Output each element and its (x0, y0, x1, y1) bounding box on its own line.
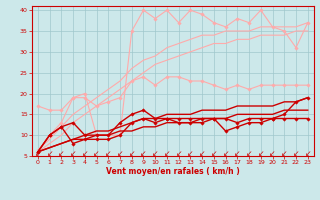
Text: ↙: ↙ (199, 149, 205, 158)
X-axis label: Vent moyen/en rafales ( km/h ): Vent moyen/en rafales ( km/h ) (106, 167, 240, 176)
Text: ↙: ↙ (105, 149, 111, 158)
Text: ↙: ↙ (46, 149, 53, 158)
Text: ↙: ↙ (152, 149, 158, 158)
Text: ↙: ↙ (175, 149, 182, 158)
Text: ↙: ↙ (258, 149, 264, 158)
Text: ↙: ↙ (129, 149, 135, 158)
Text: ↙: ↙ (140, 149, 147, 158)
Text: ↙: ↙ (211, 149, 217, 158)
Text: ↙: ↙ (58, 149, 65, 158)
Text: ↙: ↙ (305, 149, 311, 158)
Text: ↙: ↙ (222, 149, 229, 158)
Text: ↙: ↙ (35, 149, 41, 158)
Text: ↙: ↙ (281, 149, 287, 158)
Text: ↙: ↙ (117, 149, 123, 158)
Text: ↙: ↙ (93, 149, 100, 158)
Text: ↙: ↙ (164, 149, 170, 158)
Text: ↙: ↙ (293, 149, 299, 158)
Text: ↙: ↙ (82, 149, 88, 158)
Text: ↙: ↙ (269, 149, 276, 158)
Text: ↙: ↙ (234, 149, 241, 158)
Text: ↙: ↙ (187, 149, 194, 158)
Text: ↙: ↙ (70, 149, 76, 158)
Text: ↙: ↙ (246, 149, 252, 158)
